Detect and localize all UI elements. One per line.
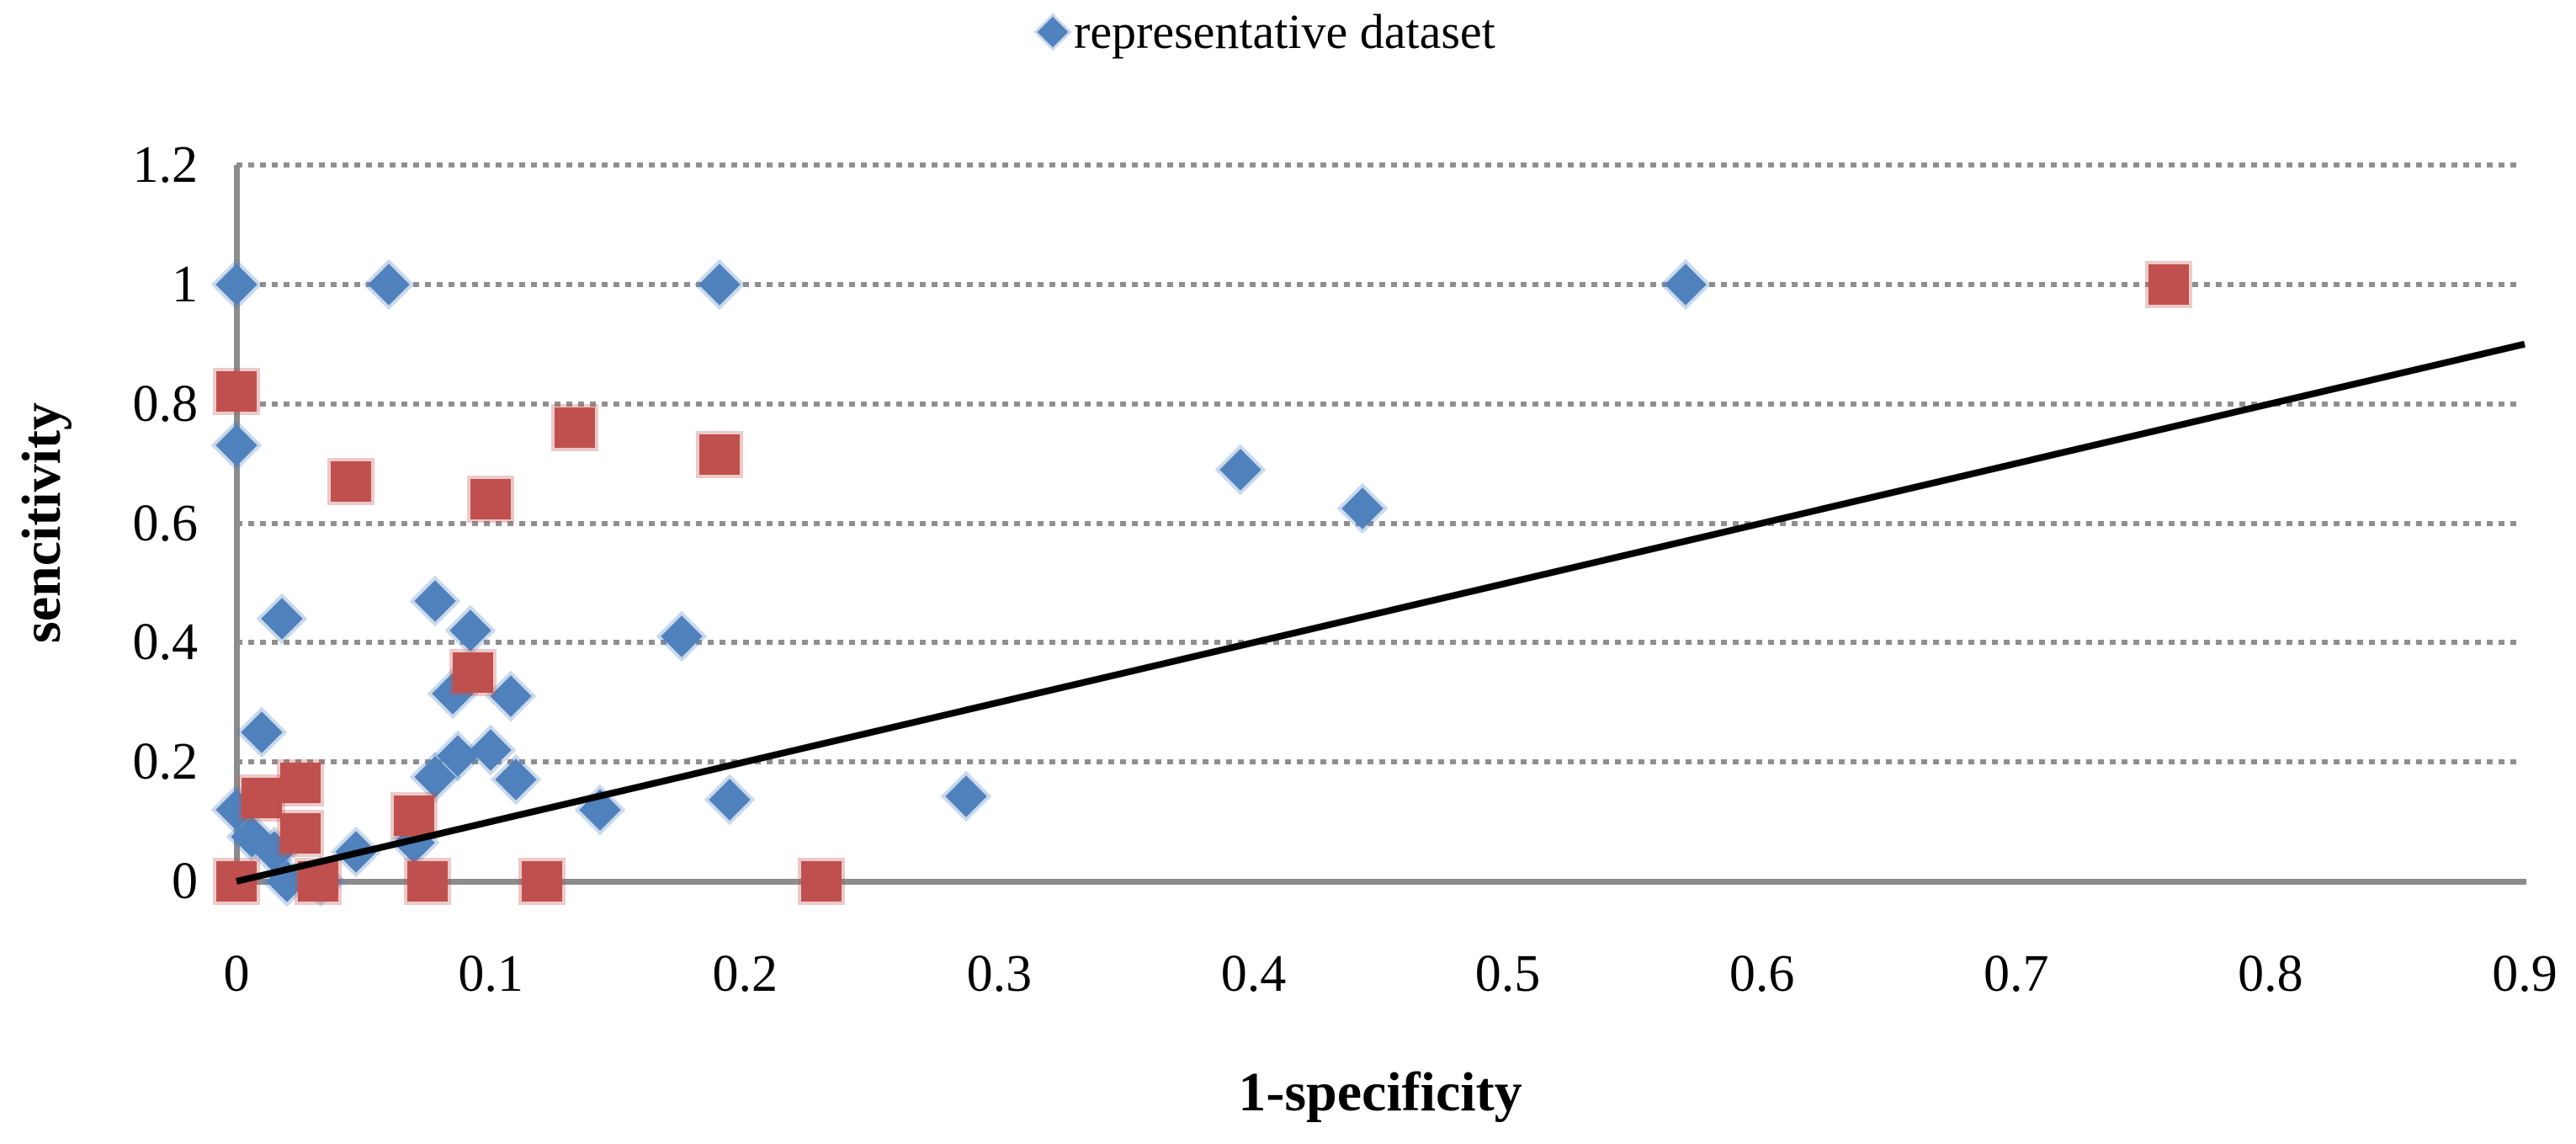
data-point-square[interactable] xyxy=(406,861,448,902)
data-point-square[interactable] xyxy=(394,795,435,836)
data-point-diamond[interactable] xyxy=(470,729,512,771)
data-point-square[interactable] xyxy=(699,434,740,475)
x-tick-label: 0.4 xyxy=(1220,945,1287,1003)
data-point-square[interactable] xyxy=(297,861,338,902)
data-point-diamond[interactable] xyxy=(698,263,741,306)
gridline-y-1.2 xyxy=(236,162,2520,168)
data-point-square[interactable] xyxy=(279,813,321,854)
legend-diamond-icon xyxy=(1037,16,1069,48)
data-point-diamond[interactable] xyxy=(1665,263,1707,306)
y-tick-label: 0.4 xyxy=(132,614,199,672)
x-tick-label: 0.9 xyxy=(2492,945,2557,1003)
data-point-square[interactable] xyxy=(452,652,493,693)
data-point-diamond[interactable] xyxy=(660,615,703,657)
x-tick-label: 0.3 xyxy=(966,945,1033,1003)
x-tick-label: 0.5 xyxy=(1474,945,1541,1003)
data-point-square[interactable] xyxy=(521,861,562,902)
data-point-diamond[interactable] xyxy=(241,710,283,753)
y-tick-label: 0.2 xyxy=(132,733,199,791)
y-tick-label: 1.2 xyxy=(132,136,199,194)
y-tick-label: 0.8 xyxy=(132,375,199,433)
gridline-y-0.4 xyxy=(236,640,2520,646)
data-point-diamond[interactable] xyxy=(945,774,987,817)
data-point-square[interactable] xyxy=(216,371,257,412)
x-tick-label: 0.1 xyxy=(458,945,523,1003)
x-tick-label: 0 xyxy=(223,945,250,1003)
y-tick-label: 0 xyxy=(172,853,198,910)
y-tick-label: 1 xyxy=(172,255,198,313)
data-point-diamond[interactable] xyxy=(335,830,377,873)
x-tick-label: 0.7 xyxy=(1984,945,2049,1003)
data-point-square[interactable] xyxy=(242,777,283,818)
gridline-y-0.6 xyxy=(236,520,2520,526)
data-point-diamond[interactable] xyxy=(579,789,621,831)
data-point-diamond[interactable] xyxy=(1219,448,1262,491)
gridline-y-1 xyxy=(236,281,2520,287)
data-point-square[interactable] xyxy=(554,407,595,449)
data-point-diamond[interactable] xyxy=(495,758,538,801)
data-point-square[interactable] xyxy=(279,762,321,803)
y-tick-label: 0.6 xyxy=(132,494,199,552)
data-point-diamond[interactable] xyxy=(490,675,533,717)
data-point-diamond[interactable] xyxy=(413,579,456,622)
data-point-diamond[interactable] xyxy=(261,598,304,640)
data-point-square[interactable] xyxy=(470,479,512,520)
data-point-square[interactable] xyxy=(800,861,842,902)
x-axis-title: 1-specificity xyxy=(1238,1062,1522,1123)
data-point-square[interactable] xyxy=(2148,263,2190,305)
data-point-diamond[interactable] xyxy=(709,779,751,821)
gridline-y-0.8 xyxy=(236,401,2520,407)
data-point-square[interactable] xyxy=(330,460,371,502)
data-point-diamond[interactable] xyxy=(215,424,258,467)
data-point-diamond[interactable] xyxy=(449,609,491,652)
gridline-y-0.2 xyxy=(236,759,2520,765)
data-point-diamond[interactable] xyxy=(368,263,411,306)
x-tick-label: 0.2 xyxy=(712,945,778,1003)
x-axis-line xyxy=(233,879,2526,885)
data-point-diamond[interactable] xyxy=(215,263,258,306)
data-point-square[interactable] xyxy=(216,861,257,902)
legend-label: representative dataset xyxy=(1074,4,1495,59)
x-tick-label: 0.6 xyxy=(1729,945,1795,1003)
chart-legend[interactable]: representative dataset xyxy=(1037,4,1495,59)
x-tick-label: 0.8 xyxy=(2238,945,2303,1003)
